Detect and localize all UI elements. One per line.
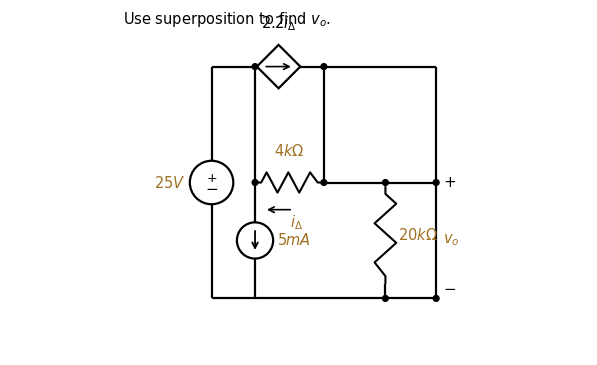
Text: $20k\Omega$: $20k\Omega$ [398, 227, 438, 243]
Text: Use superposition to find $v_o$.: Use superposition to find $v_o$. [123, 11, 331, 30]
Circle shape [433, 296, 439, 301]
Circle shape [383, 296, 388, 301]
Text: $5mA$: $5mA$ [278, 233, 311, 249]
Text: $-$: $-$ [205, 180, 218, 195]
Circle shape [321, 64, 327, 69]
Circle shape [252, 64, 258, 69]
Text: $+$: $+$ [206, 172, 217, 185]
Circle shape [433, 180, 439, 185]
Text: $+$: $+$ [442, 175, 456, 190]
Circle shape [383, 180, 388, 185]
Text: $-$: $-$ [442, 280, 456, 295]
Text: $v_o$: $v_o$ [442, 233, 459, 248]
Text: $4k\Omega$: $4k\Omega$ [274, 143, 304, 159]
Text: $2.2i_\Delta$: $2.2i_\Delta$ [261, 15, 296, 33]
Text: $i_\Delta$: $i_\Delta$ [290, 213, 303, 232]
Circle shape [252, 180, 258, 185]
Text: $25V$: $25V$ [154, 174, 186, 191]
Circle shape [321, 180, 327, 185]
